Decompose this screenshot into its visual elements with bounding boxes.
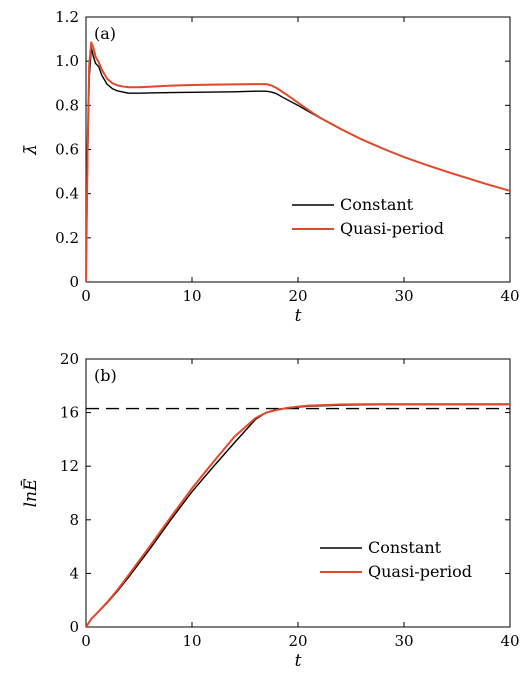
legend: Constant Quasi-period (320, 538, 472, 581)
y-tick-label: 0 (69, 618, 79, 636)
y-tick-label: 0.4 (55, 185, 79, 203)
panel-label: (b) (94, 366, 117, 385)
y-tick-label: 0.6 (55, 141, 79, 159)
x-tick-label: 10 (182, 632, 201, 650)
y-tick-label: 0 (69, 273, 79, 291)
legend-label: Quasi-period (340, 219, 444, 238)
y-tick-label: 16 (60, 404, 79, 422)
x-tick-label: 40 (500, 287, 519, 305)
x-tick-label: 20 (288, 632, 307, 650)
legend-label: Constant (340, 195, 414, 214)
plot-frame (85, 358, 511, 628)
y-tick-label: 20 (60, 350, 79, 368)
x-tick-label: 10 (182, 287, 201, 305)
y-tick-label: 4 (69, 564, 79, 582)
x-tick-label: 20 (288, 287, 307, 305)
series-line-constant (86, 47, 510, 282)
legend-label: Quasi-period (368, 562, 472, 581)
x-tick-label: 0 (81, 632, 91, 650)
series-line-quasi-period (86, 403, 510, 627)
x-tick-label: 0 (81, 287, 91, 305)
y-tick-label: 1.0 (55, 52, 79, 70)
panel-label: (a) (94, 24, 116, 43)
y-tick-label: 0.8 (55, 96, 79, 114)
legend-label: Constant (368, 538, 442, 557)
panel-1: 0 10 20 30 40048121620tlnĒ(b)ConstantQuasi-p… (20, 350, 520, 671)
x-axis-label: t (295, 306, 302, 326)
legend: Constant Quasi-period (292, 195, 444, 238)
x-tick-label: 40 (500, 632, 519, 650)
x-tick-label: 30 (394, 632, 413, 650)
x-axis-label: t (295, 651, 302, 671)
plot-frame (85, 16, 511, 283)
y-tick-label: 8 (69, 511, 79, 529)
panel-0: 0 10 20 30 40 0 0.2 0.4 0.6 0.8 1.0 1.2 t λ̄ (a) Consta… (21, 8, 520, 326)
y-tick-label: 12 (60, 457, 79, 475)
series-line-constant (86, 403, 510, 627)
y-axis-label: lnĒ (20, 478, 41, 507)
y-tick-label: 0.2 (55, 229, 79, 247)
x-tick-label: 30 (394, 287, 413, 305)
y-tick-label: 1.2 (55, 8, 79, 26)
y-axis-label: λ̄ (21, 144, 41, 156)
series-line-quasi-period (86, 41, 510, 282)
